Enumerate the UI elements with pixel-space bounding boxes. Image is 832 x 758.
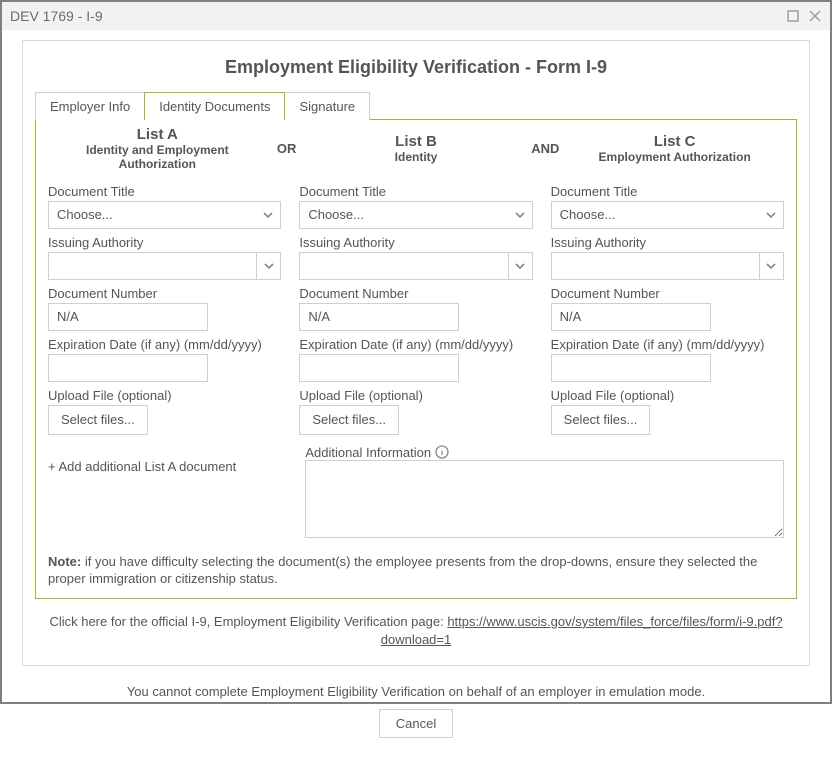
expiration-input-c[interactable]	[551, 354, 711, 382]
issuing-authority-label: Issuing Authority	[551, 235, 784, 250]
doc-title-select-c[interactable]: Choose...	[551, 201, 784, 229]
doc-title-select-b[interactable]: Choose...	[299, 201, 532, 229]
expiration-input-b[interactable]	[299, 354, 459, 382]
issuing-authority-label: Issuing Authority	[48, 235, 281, 250]
list-c-column: Document Title Choose... Issuing Authori…	[551, 178, 784, 435]
outer-panel: Employment Eligibility Verification - Fo…	[22, 40, 810, 666]
doc-title-label: Document Title	[299, 184, 532, 199]
tab-panel: List A Identity and Employment Authoriza…	[35, 119, 797, 599]
expiration-label: Expiration Date (if any) (mm/dd/yyyy)	[48, 337, 281, 352]
additional-info-textarea[interactable]	[305, 460, 784, 538]
doc-number-label: Document Number	[299, 286, 532, 301]
doc-number-input-a[interactable]	[48, 303, 208, 331]
list-b-header: List B Identity	[307, 133, 526, 164]
upload-label: Upload File (optional)	[48, 388, 281, 403]
tab-signature[interactable]: Signature	[284, 92, 370, 120]
official-link-line: Click here for the official I-9, Employm…	[35, 613, 797, 649]
doc-title-label: Document Title	[551, 184, 784, 199]
upload-label: Upload File (optional)	[551, 388, 784, 403]
tab-identity-documents[interactable]: Identity Documents	[144, 92, 285, 120]
upload-label: Upload File (optional)	[299, 388, 532, 403]
additional-info-label: Additional Information	[305, 445, 784, 460]
tab-employer-info[interactable]: Employer Info	[35, 92, 145, 120]
chevron-down-icon	[514, 209, 526, 221]
maximize-icon[interactable]	[786, 9, 800, 23]
list-b-column: Document Title Choose... Issuing Authori…	[299, 178, 532, 435]
tabs: Employer Info Identity Documents Signatu…	[35, 92, 797, 120]
list-headers: List A Identity and Employment Authoriza…	[48, 126, 784, 172]
emulation-message: You cannot complete Employment Eligibili…	[22, 684, 810, 699]
issuing-authority-select-c[interactable]	[551, 252, 784, 280]
issuing-authority-select-b[interactable]	[299, 252, 532, 280]
cancel-button[interactable]: Cancel	[379, 709, 453, 738]
list-c-header: List C Employment Authorization	[565, 133, 784, 164]
chevron-down-icon	[508, 253, 532, 279]
expiration-input-a[interactable]	[48, 354, 208, 382]
select-files-button-a[interactable]: Select files...	[48, 405, 148, 435]
chevron-down-icon	[759, 253, 783, 279]
close-icon[interactable]	[808, 9, 822, 23]
doc-number-label: Document Number	[551, 286, 784, 301]
doc-number-label: Document Number	[48, 286, 281, 301]
issuing-authority-label: Issuing Authority	[299, 235, 532, 250]
chevron-down-icon	[765, 209, 777, 221]
doc-number-input-b[interactable]	[299, 303, 459, 331]
doc-number-input-c[interactable]	[551, 303, 711, 331]
issuing-authority-select-a[interactable]	[48, 252, 281, 280]
expiration-label: Expiration Date (if any) (mm/dd/yyyy)	[299, 337, 532, 352]
chevron-down-icon	[262, 209, 274, 221]
or-label: OR	[267, 141, 307, 156]
cancel-wrap: Cancel	[22, 709, 810, 738]
doc-title-label: Document Title	[48, 184, 281, 199]
select-files-button-c[interactable]: Select files...	[551, 405, 651, 435]
and-label: AND	[525, 141, 565, 156]
list-a-header: List A Identity and Employment Authoriza…	[48, 126, 267, 172]
additional-row: + Add additional List A document Additio…	[48, 445, 784, 543]
list-columns: Document Title Choose... Issuing Authori…	[48, 178, 784, 435]
list-a-column: Document Title Choose... Issuing Authori…	[48, 178, 281, 435]
page-title: Employment Eligibility Verification - Fo…	[35, 57, 797, 78]
titlebar: DEV 1769 - I-9	[2, 2, 830, 30]
expiration-label: Expiration Date (if any) (mm/dd/yyyy)	[551, 337, 784, 352]
add-additional-link[interactable]: + Add additional List A document	[48, 459, 287, 474]
chevron-down-icon	[256, 253, 280, 279]
info-icon[interactable]	[435, 445, 449, 459]
select-files-button-b[interactable]: Select files...	[299, 405, 399, 435]
doc-title-select-a[interactable]: Choose...	[48, 201, 281, 229]
content-area: Employment Eligibility Verification - Fo…	[2, 30, 830, 758]
window-title: DEV 1769 - I-9	[10, 8, 103, 24]
note-text: Note: if you have difficulty selecting t…	[48, 553, 784, 588]
